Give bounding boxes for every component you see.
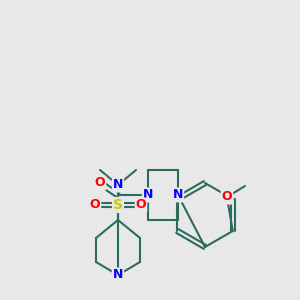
- Text: N: N: [113, 268, 123, 281]
- Text: O: O: [222, 190, 232, 203]
- Text: O: O: [90, 199, 100, 212]
- Text: O: O: [136, 199, 146, 212]
- Text: N: N: [143, 188, 153, 202]
- Text: N: N: [113, 178, 123, 191]
- Text: N: N: [173, 188, 183, 202]
- Text: S: S: [113, 198, 123, 212]
- Text: O: O: [95, 176, 105, 190]
